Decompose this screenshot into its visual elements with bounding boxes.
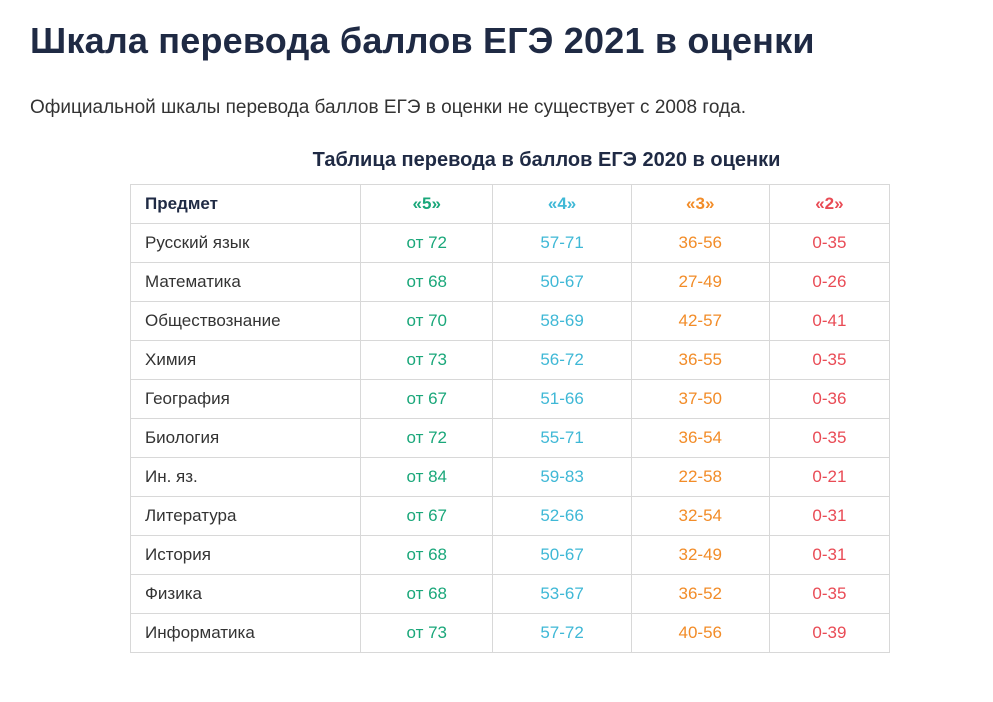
cell-grade-4: 56-72 xyxy=(493,341,631,380)
cell-grade-5: от 67 xyxy=(361,497,493,536)
table-row: Литератураот 6752-6632-540-31 xyxy=(131,497,890,536)
cell-grade-4: 57-71 xyxy=(493,224,631,263)
page-subtitle: Официальной шкалы перевода баллов ЕГЭ в … xyxy=(30,97,963,119)
cell-grade-3: 36-56 xyxy=(631,224,769,263)
table-row: Обществознаниеот 7058-6942-570-41 xyxy=(131,302,890,341)
grades-table: Предмет «5» «4» «3» «2» Русский языкот 7… xyxy=(130,184,890,653)
cell-grade-3: 22-58 xyxy=(631,458,769,497)
table-row: Историяот 6850-6732-490-31 xyxy=(131,536,890,575)
cell-subject: Математика xyxy=(131,263,361,302)
cell-subject: География xyxy=(131,380,361,419)
cell-grade-2: 0-41 xyxy=(769,302,889,341)
cell-grade-4: 51-66 xyxy=(493,380,631,419)
cell-grade-3: 27-49 xyxy=(631,263,769,302)
cell-grade-5: от 68 xyxy=(361,575,493,614)
cell-grade-4: 50-67 xyxy=(493,536,631,575)
cell-subject: Литература xyxy=(131,497,361,536)
cell-grade-5: от 72 xyxy=(361,419,493,458)
table-row: Ин. яз.от 8459-8322-580-21 xyxy=(131,458,890,497)
cell-grade-4: 58-69 xyxy=(493,302,631,341)
col-grade-3: «3» xyxy=(631,185,769,224)
cell-grade-5: от 68 xyxy=(361,263,493,302)
cell-grade-4: 57-72 xyxy=(493,614,631,653)
table-row: Географияот 6751-6637-500-36 xyxy=(131,380,890,419)
cell-subject: Русский язык xyxy=(131,224,361,263)
cell-grade-5: от 72 xyxy=(361,224,493,263)
col-grade-2: «2» xyxy=(769,185,889,224)
cell-grade-3: 32-54 xyxy=(631,497,769,536)
cell-grade-5: от 84 xyxy=(361,458,493,497)
table-header-row: Предмет «5» «4» «3» «2» xyxy=(131,185,890,224)
cell-subject: История xyxy=(131,536,361,575)
table-row: Математикаот 6850-6727-490-26 xyxy=(131,263,890,302)
cell-grade-4: 59-83 xyxy=(493,458,631,497)
cell-grade-2: 0-35 xyxy=(769,575,889,614)
cell-grade-2: 0-26 xyxy=(769,263,889,302)
table-row: Биологияот 7255-7136-540-35 xyxy=(131,419,890,458)
cell-grade-2: 0-39 xyxy=(769,614,889,653)
cell-grade-2: 0-21 xyxy=(769,458,889,497)
cell-grade-4: 50-67 xyxy=(493,263,631,302)
cell-subject: Химия xyxy=(131,341,361,380)
table-row: Химияот 7356-7236-550-35 xyxy=(131,341,890,380)
cell-grade-4: 55-71 xyxy=(493,419,631,458)
cell-subject: Информатика xyxy=(131,614,361,653)
cell-grade-2: 0-31 xyxy=(769,536,889,575)
cell-grade-3: 37-50 xyxy=(631,380,769,419)
page-title: Шкала перевода баллов ЕГЭ 2021 в оценки xyxy=(30,20,963,62)
cell-grade-3: 36-54 xyxy=(631,419,769,458)
cell-grade-2: 0-36 xyxy=(769,380,889,419)
cell-grade-5: от 68 xyxy=(361,536,493,575)
table-body: Русский языкот 7257-7136-560-35Математик… xyxy=(131,224,890,653)
cell-grade-3: 40-56 xyxy=(631,614,769,653)
cell-grade-3: 36-52 xyxy=(631,575,769,614)
cell-subject: Физика xyxy=(131,575,361,614)
cell-grade-5: от 70 xyxy=(361,302,493,341)
cell-grade-2: 0-35 xyxy=(769,224,889,263)
col-subject: Предмет xyxy=(131,185,361,224)
cell-grade-5: от 73 xyxy=(361,614,493,653)
cell-grade-2: 0-35 xyxy=(769,341,889,380)
cell-grade-5: от 67 xyxy=(361,380,493,419)
cell-grade-4: 52-66 xyxy=(493,497,631,536)
cell-subject: Ин. яз. xyxy=(131,458,361,497)
cell-subject: Биология xyxy=(131,419,361,458)
cell-subject: Обществознание xyxy=(131,302,361,341)
cell-grade-2: 0-31 xyxy=(769,497,889,536)
table-row: Физикаот 6853-6736-520-35 xyxy=(131,575,890,614)
cell-grade-3: 36-55 xyxy=(631,341,769,380)
grades-table-wrap: Предмет «5» «4» «3» «2» Русский языкот 7… xyxy=(130,184,963,653)
table-row: Информатикаот 7357-7240-560-39 xyxy=(131,614,890,653)
col-grade-5: «5» xyxy=(361,185,493,224)
table-row: Русский языкот 7257-7136-560-35 xyxy=(131,224,890,263)
cell-grade-3: 42-57 xyxy=(631,302,769,341)
cell-grade-5: от 73 xyxy=(361,341,493,380)
col-grade-4: «4» xyxy=(493,185,631,224)
table-title: Таблица перевода в баллов ЕГЭ 2020 в оце… xyxy=(130,149,963,172)
cell-grade-2: 0-35 xyxy=(769,419,889,458)
cell-grade-3: 32-49 xyxy=(631,536,769,575)
cell-grade-4: 53-67 xyxy=(493,575,631,614)
